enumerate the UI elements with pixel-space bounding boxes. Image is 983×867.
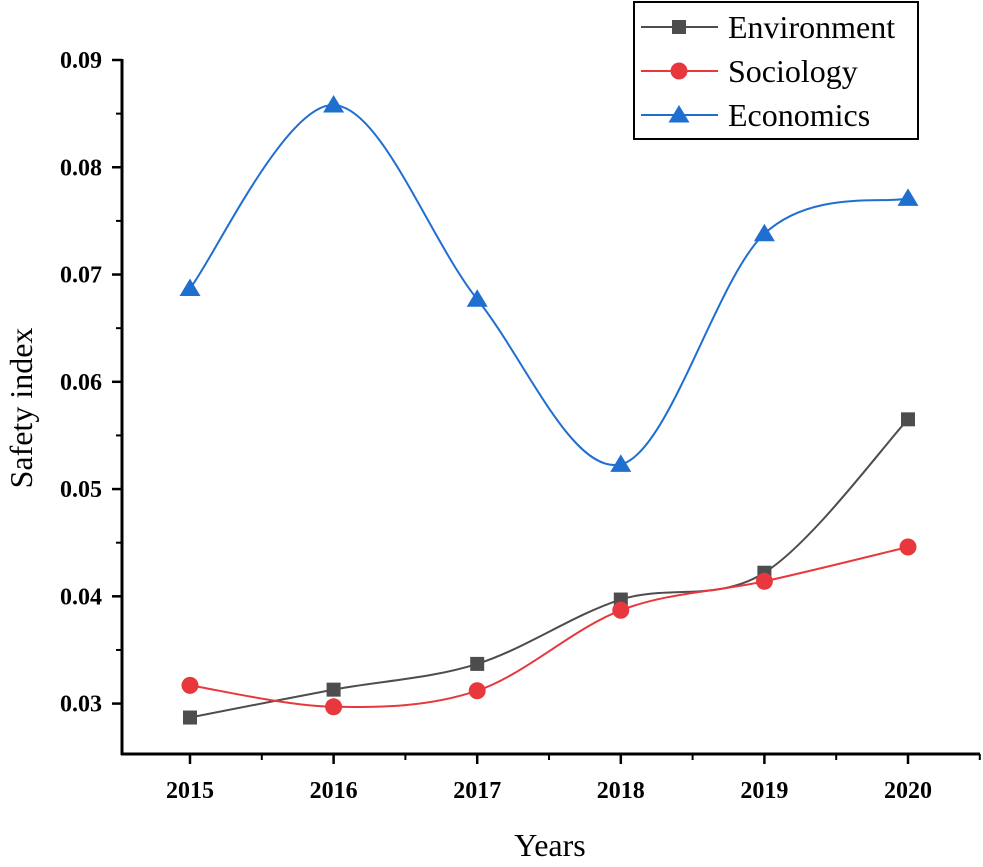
legend-label-economics: Economics xyxy=(728,97,870,133)
data-point-environment xyxy=(901,412,915,427)
x-tick-label: 2020 xyxy=(884,778,932,804)
data-point-economics xyxy=(610,454,632,472)
x-axis-title: Years xyxy=(514,827,585,863)
data-point-economics xyxy=(179,278,201,296)
data-point-sociology xyxy=(468,682,486,700)
series-line-sociology xyxy=(189,546,909,709)
x-tick-label: 2017 xyxy=(453,778,501,804)
series-line-economics xyxy=(189,104,909,466)
x-tick-label: 2015 xyxy=(166,778,214,804)
y-tick-label: 0.08 xyxy=(60,155,102,181)
x-tick-label: 2016 xyxy=(310,778,358,804)
series-lines xyxy=(189,104,909,719)
data-point-environment xyxy=(326,682,341,697)
series-markers xyxy=(179,95,919,725)
data-point-economics xyxy=(466,289,488,307)
x-tick-label: 2018 xyxy=(597,778,645,804)
x-tick-label: 2019 xyxy=(740,778,788,804)
data-point-sociology xyxy=(181,676,199,694)
ticks: 0.03 0.04 0.05 0.06 0.07 0.08 0.09 2015 2016 2017… xyxy=(60,48,981,804)
y-tick-label: 0.04 xyxy=(60,584,102,610)
data-point-economics xyxy=(753,223,775,242)
data-point-environment xyxy=(470,656,485,671)
legend-marker-economics xyxy=(668,105,690,123)
data-point-sociology xyxy=(899,538,917,556)
legend-marker-environment xyxy=(672,20,686,34)
data-point-environment xyxy=(183,710,197,725)
y-axis-title: Safety index xyxy=(3,328,39,489)
data-point-sociology xyxy=(755,572,773,590)
y-tick-label: 0.03 xyxy=(60,692,102,718)
y-tick-label: 0.05 xyxy=(60,477,102,503)
legend-marker-sociology xyxy=(670,62,688,80)
y-tick-label: 0.09 xyxy=(60,48,102,74)
legend-label-sociology: Sociology xyxy=(728,53,858,89)
legend-label-environment: Environment xyxy=(728,9,895,45)
y-tick-label: 0.06 xyxy=(60,370,102,396)
series-line-environment xyxy=(189,418,909,719)
data-point-economics xyxy=(897,188,919,206)
data-point-economics xyxy=(323,95,345,113)
data-point-sociology xyxy=(612,601,630,619)
data-point-sociology xyxy=(325,698,343,716)
legend: Environment Sociology Economics xyxy=(633,1,919,140)
y-tick-label: 0.07 xyxy=(60,263,102,289)
